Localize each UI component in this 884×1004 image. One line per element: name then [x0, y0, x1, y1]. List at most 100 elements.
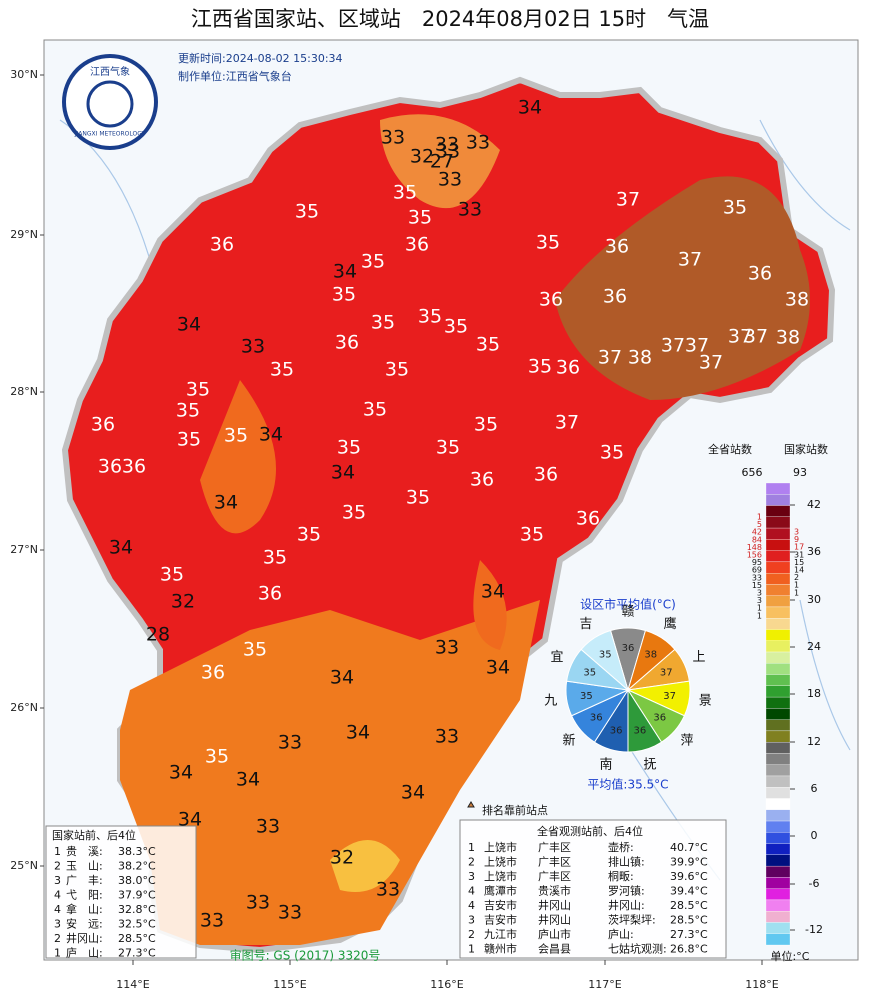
- colorbar-cell: [765, 651, 791, 664]
- warm-zone: [200, 380, 507, 650]
- temperature-label: 34: [236, 769, 260, 791]
- lat-label: 30°N: [10, 68, 38, 81]
- colorbar-cell: [765, 516, 791, 529]
- temperature-label: 35: [337, 437, 361, 459]
- table-title: 国家站前、后4位: [52, 828, 136, 842]
- national-count: 2: [794, 573, 799, 582]
- table-cell: 弋 阳:: [66, 889, 103, 902]
- temperature-label: 32: [330, 847, 354, 869]
- pie-value: 38: [644, 650, 657, 661]
- approval: 审图号: GS (2017) 3320号: [230, 948, 381, 963]
- colorbar-cell: [765, 595, 791, 608]
- table-cell: 38.0°C: [118, 874, 156, 887]
- table-cell: 3: [54, 874, 61, 887]
- colorbar-tick: 12: [807, 735, 821, 748]
- pie-city: 九: [544, 694, 557, 709]
- colorbar-cell: [765, 911, 791, 923]
- warm-zone: [380, 114, 500, 209]
- table-cell: 39.6°C: [670, 870, 708, 883]
- temperature-label: 35: [444, 316, 468, 338]
- table-cell: 鹰潭市: [484, 884, 517, 898]
- temperature-label: 35: [406, 487, 430, 509]
- temperature-label: 35: [474, 414, 498, 436]
- temperature-label: 36: [748, 263, 772, 285]
- table-cell: 1: [468, 841, 475, 854]
- temperature-label: 35: [528, 356, 552, 378]
- temperature-label: 38: [785, 289, 809, 311]
- temperature-label: 35: [363, 399, 387, 421]
- temperature-label: 35: [295, 201, 319, 223]
- province-count: 3: [757, 596, 762, 605]
- temperature-label: 28: [146, 624, 170, 646]
- temperature-label: 36: [335, 332, 359, 354]
- colorbar-cell: [765, 798, 791, 810]
- temperature-label: 35: [536, 232, 560, 254]
- logo-core: [86, 80, 134, 128]
- table-cell: 40.7°C: [670, 841, 708, 854]
- table-cell: 32.5°C: [118, 918, 156, 931]
- table-cell: 4: [468, 885, 475, 898]
- table-cell: 庐山市: [538, 927, 571, 941]
- lon-label: 116°E: [430, 978, 463, 991]
- colorbar-cell: [765, 550, 791, 563]
- temperature-label: 33: [241, 336, 265, 358]
- province-count: 1: [757, 611, 762, 620]
- temperature-label: 36: [576, 508, 600, 530]
- marker-note: 排名靠前站点: [482, 803, 548, 817]
- temperature-label: 34: [259, 424, 283, 446]
- logo-ring: [62, 54, 158, 150]
- pie-value: 35: [580, 691, 593, 702]
- colorbar-cell: [765, 505, 791, 517]
- province-count: 69: [752, 566, 762, 575]
- province-count: 95: [752, 558, 762, 567]
- temperature-label: 33: [200, 910, 224, 932]
- update-time: 更新时间:2024-08-02 15:30:34: [178, 51, 343, 65]
- table-title: 全省观测站前、后4位: [537, 824, 643, 838]
- lat-label: 27°N: [10, 543, 38, 556]
- colorbar-tick: -12: [805, 923, 823, 936]
- temperature-label: 35: [224, 425, 248, 447]
- table-cell: 2: [54, 932, 61, 945]
- temperature-label: 35: [600, 442, 624, 464]
- temperature-label: 37: [616, 189, 640, 211]
- pie-value: 36: [653, 713, 666, 724]
- table-cell: 4: [54, 903, 61, 916]
- temperature-label: 33: [278, 732, 302, 754]
- temperature-label: 36: [210, 234, 234, 256]
- hot-zone: [555, 176, 810, 400]
- colorbar-cell: [765, 753, 791, 765]
- national-count: 1: [794, 588, 799, 597]
- temperature-label: 38: [776, 327, 800, 349]
- province-count: 33: [752, 573, 762, 582]
- temperature-label: 33: [246, 892, 270, 914]
- colorbar-cell: [765, 685, 791, 698]
- temperature-label: 33: [435, 134, 459, 156]
- temperature-label: 33: [458, 199, 482, 221]
- colorbar-cell: [765, 663, 791, 675]
- temperature-label: 36: [605, 236, 629, 258]
- temperature-label: 36: [534, 464, 558, 486]
- national-count: 14: [794, 566, 804, 575]
- colorbar-cell: [765, 482, 791, 495]
- colorbar-tick: 42: [807, 498, 821, 511]
- table-cell: 2: [468, 928, 475, 941]
- temperature-label: 35: [723, 197, 747, 219]
- logo-text: JIANGXI METEOROLOGY: [74, 131, 146, 138]
- temperature-label: 33: [466, 132, 490, 154]
- temperature-label: 35: [297, 524, 321, 546]
- colorbar-tick: 6: [811, 782, 818, 795]
- lat-label: 29°N: [10, 228, 38, 241]
- temperature-label: 37: [678, 249, 702, 271]
- colorbar-tick: 0: [811, 829, 818, 842]
- lat-label: 28°N: [10, 385, 38, 398]
- colorbar-cell: [765, 561, 791, 574]
- temperature-label: 34: [330, 667, 354, 689]
- temperature-label: 36: [405, 234, 429, 256]
- colorbar-cell: [765, 865, 791, 878]
- colorbar-tick: -6: [809, 877, 820, 890]
- table-cell: 38.3°C: [118, 845, 156, 858]
- pie-city: 宜: [551, 650, 564, 665]
- colorbar-cell: [765, 888, 791, 901]
- temperature-label: 35: [177, 429, 201, 451]
